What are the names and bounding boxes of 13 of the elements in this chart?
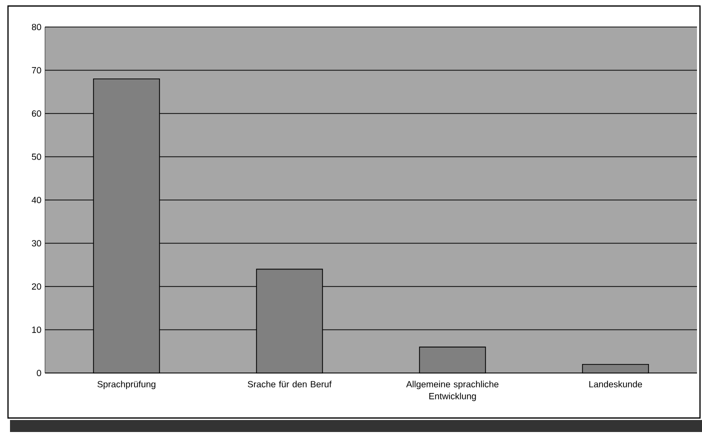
- y-tick-label: 70: [32, 67, 42, 74]
- y-tick-label: 40: [32, 196, 42, 204]
- y-tick-label: 60: [32, 110, 42, 117]
- y-tick-label: 30: [32, 240, 42, 246]
- y-tick-label: 20: [32, 283, 42, 290]
- y-tick-label: 0: [36, 370, 42, 376]
- y-tick-label: 50: [32, 154, 42, 160]
- x-tick-label: Allgemeine sprachliche Entwicklung: [406, 380, 498, 402]
- x-tick-label: Srache für den Beruf: [248, 380, 332, 388]
- x-tick-label: Landeskunde: [589, 380, 642, 388]
- y-tick-label: 10: [32, 326, 42, 333]
- y-tick-label: 80: [32, 24, 42, 30]
- x-tick-label: Sprachprüfung: [97, 380, 156, 390]
